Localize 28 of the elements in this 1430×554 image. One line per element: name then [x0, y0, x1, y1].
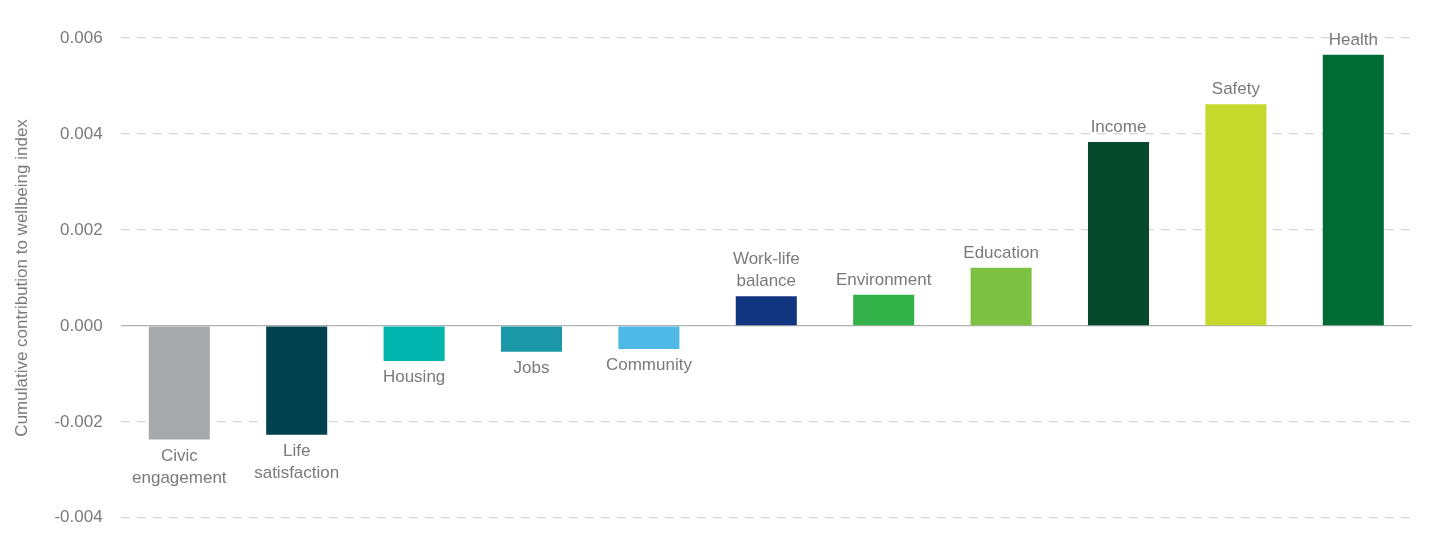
y-tick-label: -0.004	[54, 507, 103, 527]
bar	[735, 296, 797, 326]
x-tick-label: Health	[1328, 29, 1378, 49]
x-tick-label: Income	[1090, 117, 1147, 137]
y-axis-title: Cumulative contribution to wellbeing index	[11, 118, 31, 437]
x-tick-label: Community	[605, 355, 693, 375]
bar	[618, 326, 680, 349]
bar	[500, 326, 563, 352]
y-tick-label: 0.006	[60, 27, 103, 47]
bar	[383, 326, 445, 361]
y-tick-label: 0.004	[60, 123, 103, 143]
x-tick-label: Jobs	[513, 357, 550, 377]
bar	[853, 294, 915, 326]
x-tick-label: Work-life balance	[732, 249, 800, 291]
x-tick-label: Safety	[1211, 79, 1261, 99]
bar	[1205, 104, 1267, 326]
x-tick-label: Life satisfaction	[254, 440, 340, 482]
x-tick-label: Civic engagement	[132, 445, 227, 487]
x-tick-label: Housing	[382, 367, 446, 387]
y-tick-label: 0.000	[60, 315, 103, 335]
y-tick-label: 0.002	[60, 219, 103, 239]
x-tick-label: Education	[963, 243, 1039, 263]
bar	[1322, 54, 1384, 326]
bar	[970, 267, 1032, 326]
x-tick-label: Environment	[835, 269, 932, 289]
y-tick-label: -0.002	[54, 411, 103, 431]
bar	[266, 326, 328, 435]
bar	[1087, 142, 1150, 326]
